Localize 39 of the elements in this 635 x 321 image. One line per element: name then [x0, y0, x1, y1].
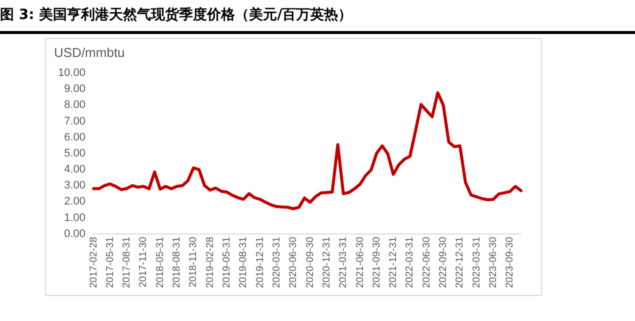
x-tick-label: 2023-09-30 [504, 236, 516, 288]
x-tick-label: 2022-03-31 [404, 236, 416, 288]
x-tick-label: 2019-12-31 [254, 236, 266, 288]
x-tick-label: 2017-02-28 [88, 236, 100, 288]
x-tick-label: 2020-12-31 [321, 236, 332, 288]
y-tick-label: 6.00 [64, 131, 86, 144]
y-tick-label: 7.00 [64, 115, 86, 128]
x-tick-label: 2019-02-28 [204, 236, 216, 288]
x-tick-label: 2017-05-31 [104, 236, 116, 288]
x-tick-label: 2017-08-31 [122, 236, 133, 288]
x-tick-label: 2021-12-31 [388, 236, 400, 288]
x-tick-label: 2020-09-30 [304, 236, 316, 288]
x-tick-label: 2018-05-31 [154, 236, 166, 288]
y-tick-label: 5.00 [64, 147, 86, 160]
x-tick-label: 2020-06-30 [288, 236, 300, 288]
y-tick-label: 4.00 [64, 164, 86, 176]
y-axis-title: USD/mmbtu [54, 45, 125, 60]
x-tick-label: 2021-09-30 [371, 236, 382, 288]
y-tick-label: 2.00 [64, 196, 86, 208]
x-tick-label: 2018-11-30 [188, 236, 200, 288]
x-tick-label: 2023-03-31 [471, 236, 482, 288]
y-tick-label: 0.00 [64, 228, 86, 240]
x-tick-label: 2020-03-31 [271, 236, 282, 288]
x-tick-label: 2022-06-30 [421, 236, 432, 288]
x-tick-label: 2022-12-31 [454, 236, 466, 288]
x-tick-label: 2022-09-30 [438, 236, 450, 288]
x-tick-label: 2021-03-31 [338, 236, 350, 288]
y-tick-label: 10.00 [58, 67, 86, 80]
x-tick-label: 2019-08-31 [238, 236, 250, 288]
x-tick-label: 2023-06-30 [488, 236, 499, 288]
y-tick-label: 9.00 [64, 83, 86, 96]
x-tick-label: 2018-08-31 [172, 236, 183, 288]
y-tick-label: 1.00 [64, 212, 86, 224]
x-tick-label: 2019-05-31 [222, 236, 233, 288]
chart-title: 图 3: 美国亨利港天然气现货季度价格（美元/百万英热） [0, 6, 352, 24]
x-tick-label: 2021-06-30 [354, 236, 366, 288]
y-tick-label: 8.00 [64, 99, 86, 112]
x-tick-label: 2017-11-30 [138, 236, 150, 288]
y-tick-label: 3.00 [64, 180, 86, 192]
